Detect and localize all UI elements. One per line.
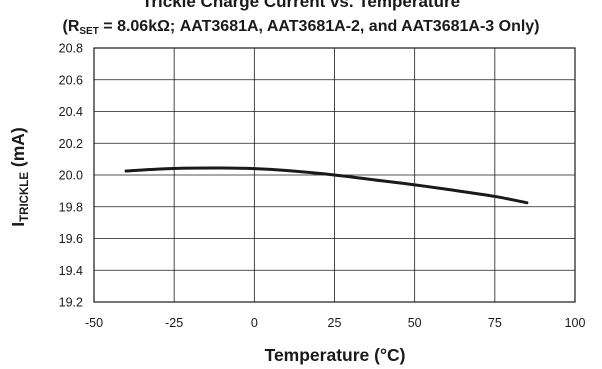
y-tick-label: 20.0	[59, 169, 83, 183]
y-tick-labels: 19.2 19.4 19.6 19.8 20.0 20.2 20.4 20.6 20.8	[59, 42, 83, 310]
plot-frame	[93, 47, 576, 303]
y-tick-label: 19.8	[59, 200, 83, 214]
y-axis-title-subscript: TRICKLE	[19, 172, 31, 222]
y-axis-title: ITRICKLE (mA)	[8, 127, 31, 226]
y-axis-title-rest: (mA)	[8, 127, 28, 172]
x-tick-labels: -50 -25 0 25 50 75 100	[85, 316, 586, 330]
x-tick-label: -25	[165, 316, 183, 330]
series-line	[124, 166, 529, 205]
y-tick-label: 20.6	[59, 73, 83, 87]
x-tick-label: 25	[328, 316, 342, 330]
y-axis-title-main: I	[8, 222, 28, 227]
series-layer	[124, 166, 529, 205]
y-tick-label: 19.6	[59, 232, 83, 246]
chart-subtitle-rest: = 8.06kΩ; AAT3681A, AAT3681A-2, and AAT3…	[98, 18, 540, 35]
chart-title: Trickle Charge Current vs. Temperature (…	[0, 0, 602, 40]
y-tick-label: 20.2	[59, 137, 83, 151]
x-tick-label: 50	[408, 316, 422, 330]
y-tick-label: 19.4	[59, 264, 83, 278]
x-tick-label: 75	[488, 316, 502, 330]
x-axis-title: Temperature (°C)	[265, 345, 406, 365]
x-tick-label: 100	[565, 316, 586, 330]
y-tick-label: 19.2	[59, 296, 83, 310]
chart-subtitle-prefix: (R	[62, 18, 80, 35]
y-tick-label: 20.4	[59, 105, 83, 119]
y-tick-label: 20.8	[59, 42, 83, 56]
x-tick-label: -50	[85, 316, 103, 330]
chart-subtitle: (RSET = 8.06kΩ; AAT3681A, AAT3681A-2, an…	[0, 17, 602, 40]
chart-subtitle-subscript: SET	[79, 26, 99, 37]
x-tick-label: 0	[251, 316, 258, 330]
chart-title-line: Trickle Charge Current vs. Temperature	[141, 0, 461, 11]
